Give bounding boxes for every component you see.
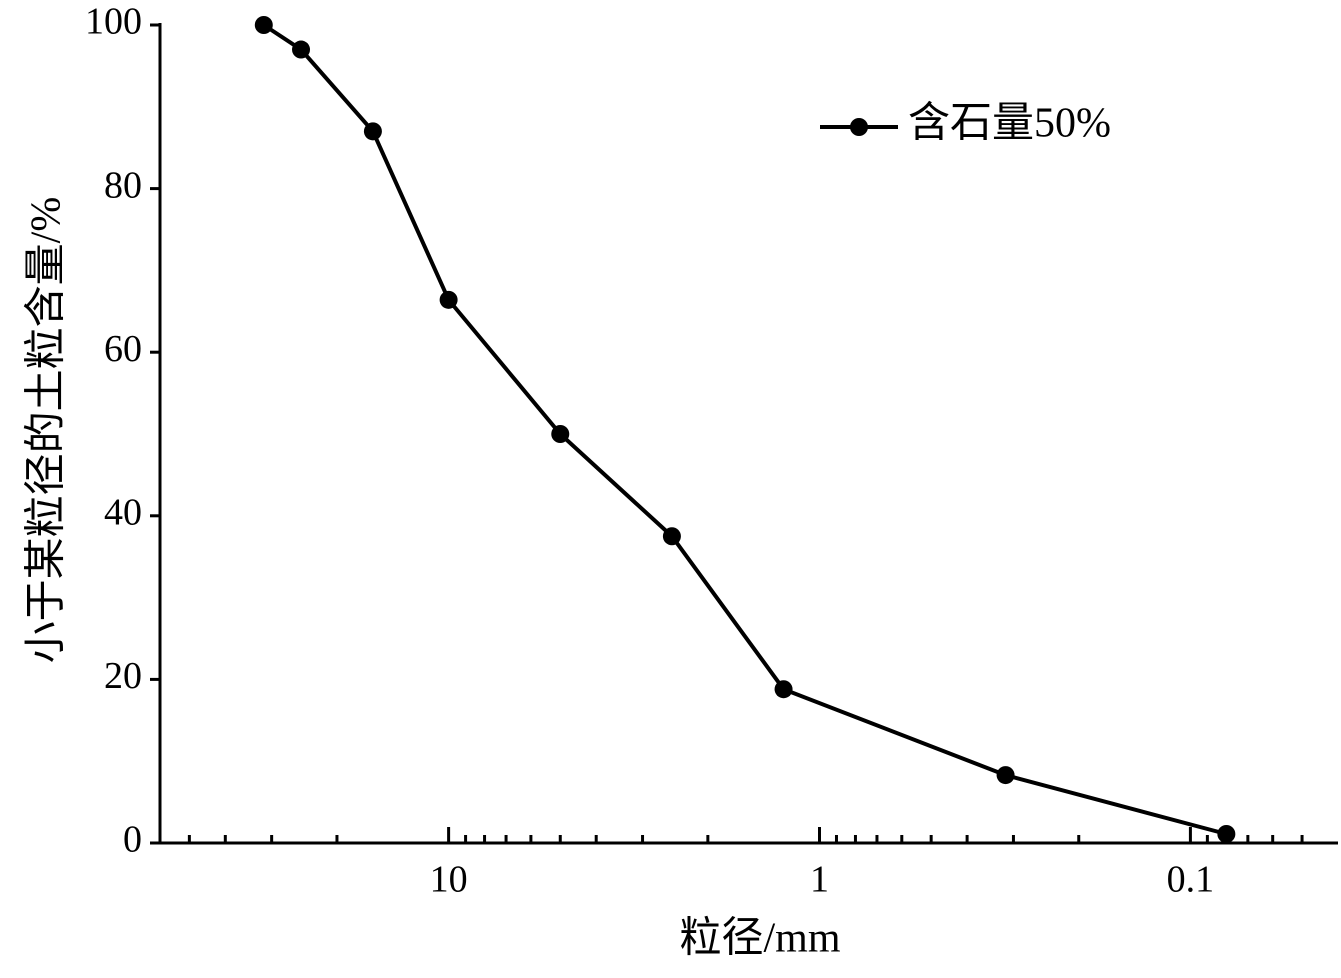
data-point [254,16,273,34]
y-tick-label: 0 [123,819,142,861]
data-point [292,40,311,59]
data-point [363,122,382,141]
data-point [774,680,793,699]
y-tick-label: 100 [85,1,142,43]
x-tick-label: 0.1 [1167,859,1215,901]
y-tick-label: 80 [104,164,142,206]
legend-marker [850,118,868,136]
y-axis-label: 小于某粒径的土粒含量/% [24,197,70,664]
x-axis-label: 粒径/mm [679,916,840,962]
data-point [551,425,570,443]
y-tick-label: 40 [104,492,142,534]
x-tick-label: 10 [430,859,468,901]
x-tick-label: 1 [810,859,829,901]
data-point [662,527,681,546]
legend-label: 含石量50% [908,101,1111,147]
y-tick-label: 60 [104,328,142,370]
y-tick-label: 20 [104,655,142,697]
data-point [996,766,1015,785]
data-point [1217,825,1236,844]
data-point [439,290,458,309]
